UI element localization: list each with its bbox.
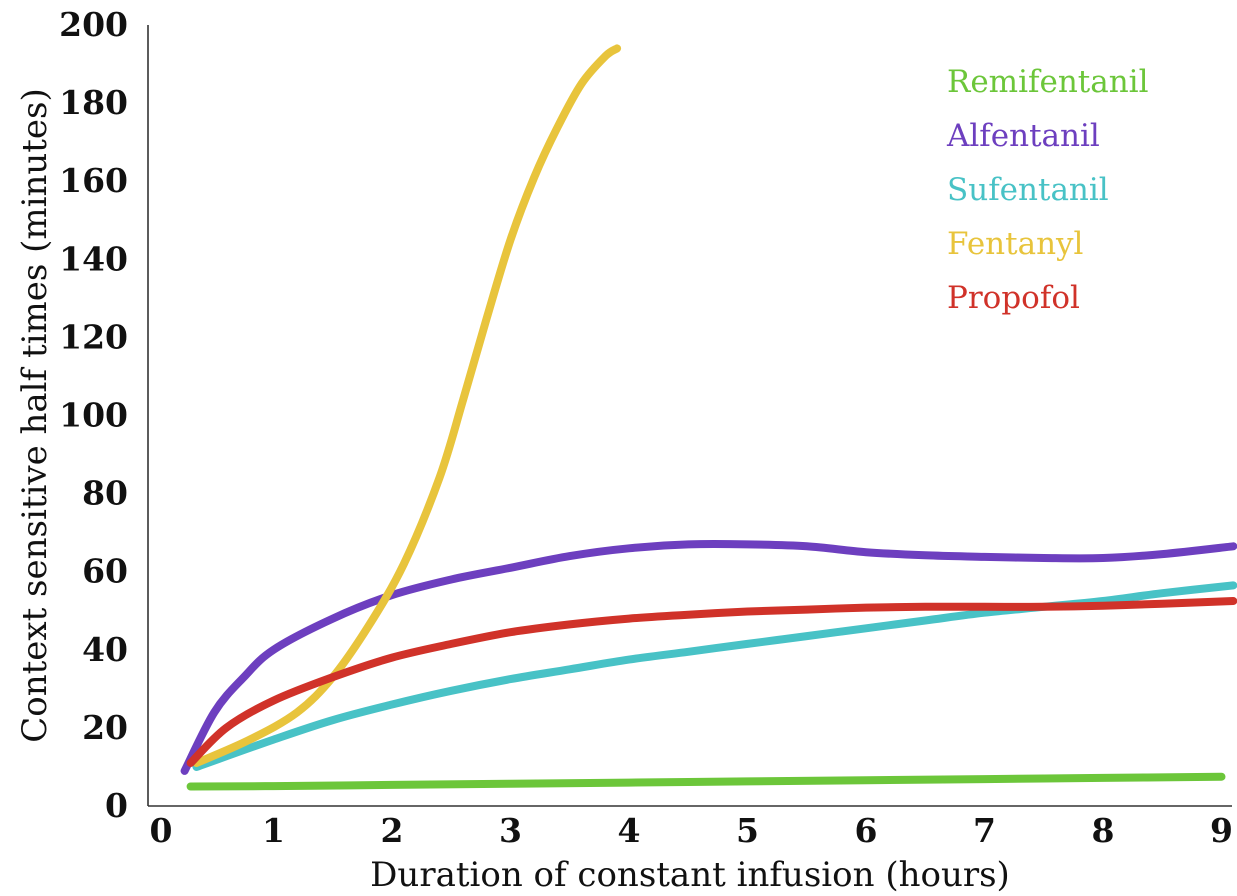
series-lines — [180, 44, 1237, 791]
tick-labels: 0 20 40 60 80 100 120 140 160 180 200 0 1 2 3 4 5 6 7 8 9 — [59, 5, 1233, 850]
legend-item-fentanyl: Fentanyl — [947, 226, 1083, 262]
legend-item-remifentanil: Remifentanil — [947, 64, 1149, 100]
x-tick-label: 6 — [855, 811, 878, 850]
legend-item-alfentanil: Alfentanil — [946, 118, 1100, 154]
series-line-fentanyl — [192, 44, 622, 767]
axes — [147, 25, 1232, 807]
y-tick-label: 40 — [82, 630, 128, 669]
y-tick-label: 120 — [59, 317, 128, 356]
x-tick-label: 9 — [1210, 811, 1233, 850]
x-tick-label: 3 — [499, 811, 522, 850]
y-axis-title: Context sensitive half times (minutes) — [15, 88, 55, 743]
y-tick-label: 160 — [59, 161, 128, 200]
x-tick-label: 5 — [736, 811, 759, 850]
y-tick-label: 80 — [82, 474, 128, 513]
x-tick-label: 1 — [262, 811, 285, 850]
y-tick-label: 20 — [82, 708, 128, 747]
series-line-alfentanil — [180, 539, 1237, 775]
y-tick-label: 100 — [59, 396, 128, 435]
x-tick-label: 0 — [150, 811, 173, 850]
legend-item-propofol: Propofol — [947, 280, 1080, 316]
y-tick-label: 180 — [59, 83, 128, 122]
y-tick-label: 140 — [59, 239, 128, 278]
x-tick-label: 2 — [381, 811, 404, 850]
series-line-remifentanil — [186, 772, 1226, 791]
y-tick-label: 200 — [59, 5, 128, 44]
series-line-propofol — [186, 597, 1237, 767]
x-tick-label: 7 — [973, 811, 996, 850]
legend: Remifentanil Alfentanil Sufentanil Fentanyl… — [946, 64, 1149, 316]
x-tick-label: 8 — [1092, 811, 1115, 850]
y-tick-label: 0 — [105, 786, 128, 825]
y-tick-label: 60 — [82, 552, 128, 591]
x-tick-label: 4 — [618, 811, 641, 850]
legend-item-sufentanil: Sufentanil — [947, 172, 1109, 208]
x-axis-title: Duration of constant infusion (hours) — [370, 855, 1010, 895]
